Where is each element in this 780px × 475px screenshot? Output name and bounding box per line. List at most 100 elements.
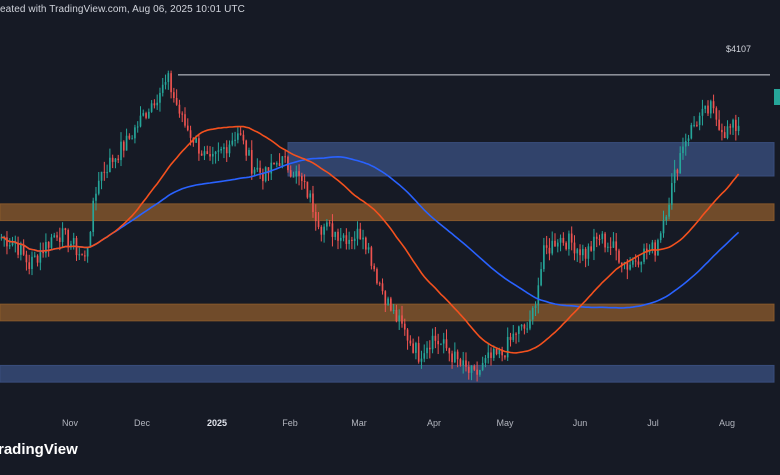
candle (370, 245, 373, 270)
candle-body (217, 150, 220, 152)
candle (58, 227, 61, 251)
candle (643, 243, 645, 265)
candle-body (362, 237, 364, 240)
candle-body (58, 237, 61, 242)
candle-body (242, 134, 245, 141)
candle (67, 228, 69, 253)
candle (159, 87, 161, 112)
candle (601, 231, 604, 244)
candle (95, 186, 97, 211)
candle-body (237, 133, 239, 140)
candle-body (484, 358, 487, 363)
candle (97, 171, 100, 196)
candle (518, 325, 520, 343)
candle-body (543, 245, 545, 270)
candle-body (409, 340, 412, 344)
candle (440, 343, 442, 346)
candle-body (690, 125, 693, 139)
candle (223, 143, 225, 159)
candle-body (312, 193, 314, 212)
candle-body (412, 343, 414, 353)
candle-body (573, 242, 576, 254)
candle (540, 262, 542, 287)
candle (175, 89, 178, 106)
candle (651, 239, 654, 254)
candle-body (465, 360, 467, 367)
candle-body (537, 285, 540, 306)
candle (445, 329, 448, 351)
candle-body (331, 223, 334, 237)
candle-body (492, 348, 495, 358)
candle-body (531, 307, 534, 320)
candle (615, 233, 618, 261)
candle-body (487, 352, 490, 359)
candle-body (225, 147, 228, 154)
candle (723, 126, 726, 139)
candle-body (640, 261, 643, 265)
candle-body (470, 366, 473, 373)
candle (125, 128, 128, 151)
candle (328, 219, 331, 227)
candle-body (31, 256, 33, 269)
candle-body (709, 101, 712, 114)
candle-body (136, 126, 139, 128)
candle-body (273, 162, 275, 165)
candle (28, 254, 31, 275)
candle-body (86, 246, 89, 257)
candle (395, 304, 398, 323)
candle-body (120, 141, 122, 161)
candle (671, 173, 673, 210)
candle (303, 174, 306, 189)
candle (573, 235, 576, 261)
candle-body (509, 336, 512, 340)
candle-body (164, 82, 167, 85)
x-tick-label: 2025 (206, 418, 228, 428)
candle (543, 237, 545, 272)
candle-body (707, 105, 709, 114)
candle (289, 165, 292, 178)
candle-body (348, 239, 350, 244)
candle-body (426, 347, 428, 354)
candle-body (609, 246, 612, 248)
candle-body (459, 359, 462, 366)
candle-body (523, 324, 526, 329)
candle (554, 233, 556, 247)
candle-body (384, 291, 387, 306)
candle (264, 166, 267, 183)
candle-body (20, 245, 22, 255)
candle-body (317, 221, 320, 227)
candle (39, 242, 42, 271)
candle-body (618, 250, 620, 263)
candle (454, 342, 456, 364)
candle (31, 251, 33, 276)
candle-body (726, 126, 729, 138)
candle (306, 181, 309, 199)
candle-body (364, 237, 367, 250)
candle (448, 347, 451, 362)
candle-body (250, 150, 253, 174)
candle (387, 296, 389, 306)
candle (103, 161, 106, 181)
candle (317, 212, 320, 230)
candle-body (696, 124, 698, 126)
candle-body (220, 148, 222, 151)
candle (0, 233, 3, 241)
candle-body (632, 260, 634, 265)
candle (707, 100, 709, 116)
candle-body (428, 347, 431, 350)
candle-body (128, 135, 131, 139)
candle-body (103, 171, 106, 173)
candle-body (178, 104, 181, 114)
candle (398, 309, 401, 330)
candle-body (345, 235, 348, 244)
candle (348, 231, 350, 250)
candle-body (145, 113, 147, 118)
current-price-tag (774, 89, 780, 105)
candle (737, 117, 740, 136)
candle-body (275, 163, 278, 165)
candle (534, 301, 537, 317)
candle-body (53, 235, 56, 238)
candle (242, 130, 245, 145)
